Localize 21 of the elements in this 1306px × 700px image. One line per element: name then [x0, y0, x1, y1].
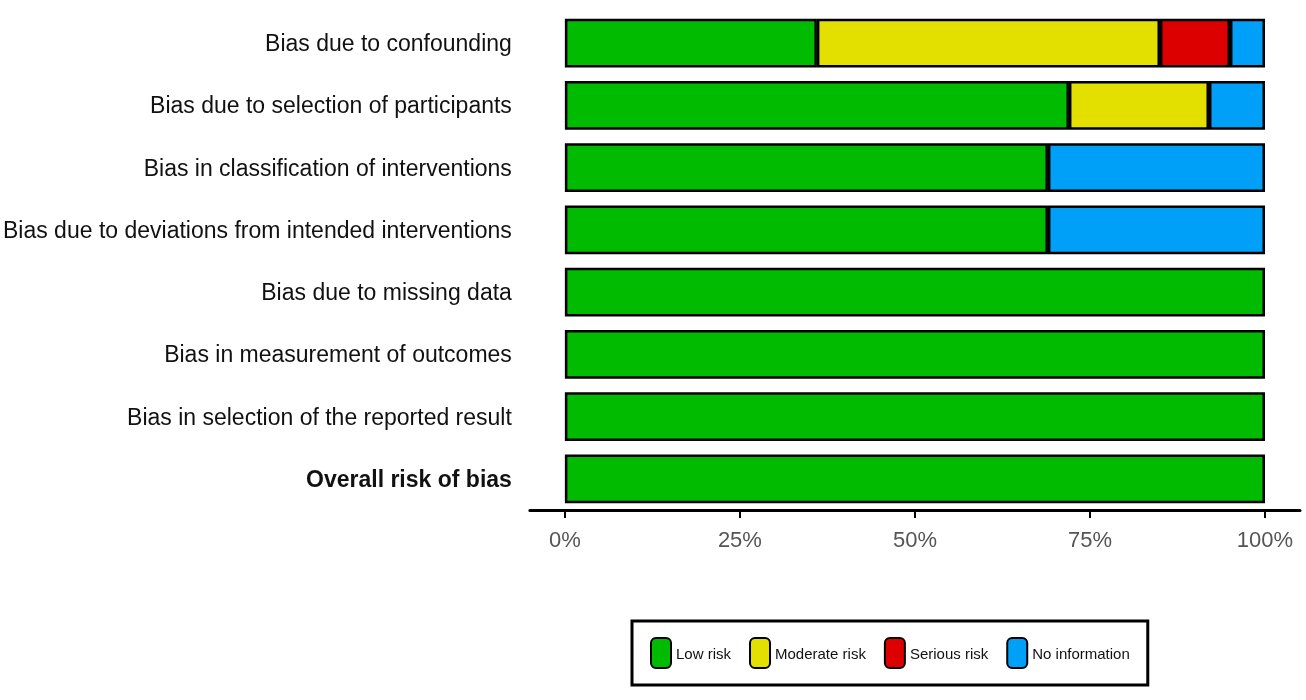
bar: [564, 330, 1265, 379]
x-tick-label: 25%: [717, 526, 762, 552]
legend-label: Low risk: [676, 644, 732, 662]
x-tick-label: 100%: [1236, 526, 1294, 552]
y-tick-label: Bias in classification of interventions: [143, 154, 512, 181]
legend-label: Serious risk: [909, 644, 989, 662]
y-tick-label: Overall risk of bias: [306, 465, 512, 492]
bar: [564, 392, 1265, 441]
x-tick-label: 75%: [1067, 526, 1112, 552]
bar: [564, 267, 1265, 317]
x-tick-label: 0%: [548, 526, 581, 552]
y-tick-label: Bias due to deviations from intended interventions: [2, 216, 512, 243]
y-tick-label: Bias due to confounding: [265, 30, 512, 57]
legend-label: Moderate risk: [775, 644, 867, 662]
y-tick-label: Bias in measurement of outcomes: [164, 341, 512, 368]
x-tick-label: 50%: [892, 526, 937, 552]
y-tick-label: Bias in selection of the reported result: [127, 403, 513, 430]
y-tick-label: Bias due to missing data: [261, 279, 513, 306]
legend-label: No information: [1032, 644, 1130, 662]
bar: [564, 454, 1265, 504]
y-tick-label: Bias due to selection of participants: [150, 92, 512, 119]
